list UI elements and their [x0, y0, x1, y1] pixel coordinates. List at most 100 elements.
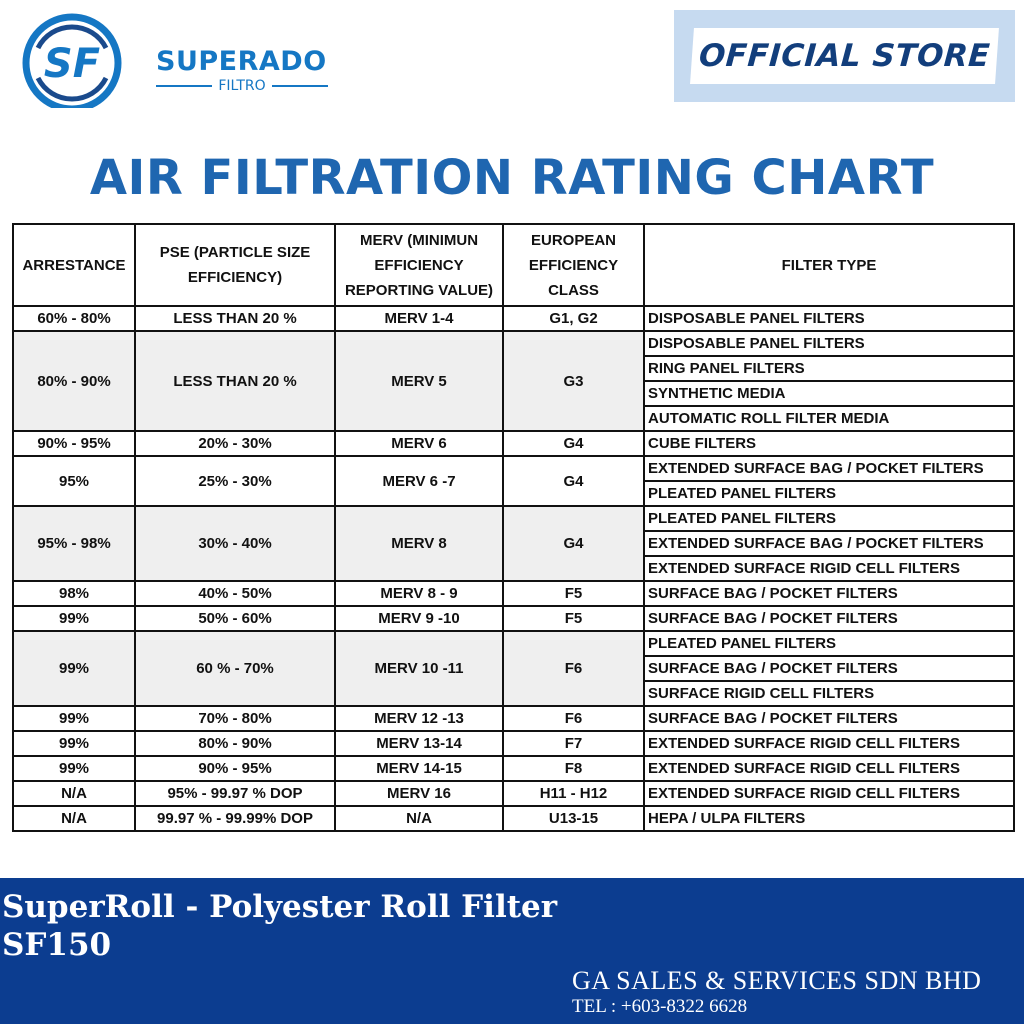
- product-name: SuperRoll - Polyester Roll Filter: [2, 889, 558, 925]
- header-merv: MERV (MINIMUN EFFICIENCY REPORTING VALUE…: [334, 223, 504, 307]
- page-title: AIR FILTRATION RATING CHART: [89, 150, 935, 206]
- european-class-cell: F6: [502, 630, 645, 707]
- european-class-cell: G3: [502, 330, 645, 432]
- table-row: 90% - 95% 20% - 30% MERV 6 G4 CUBE FILTERS: [12, 430, 1015, 457]
- table-row: SURFACE BAG / POCKET FILTERS: [13, 655, 1015, 682]
- european-class-cell: G4: [502, 430, 645, 457]
- filter-type-cell: RING PANEL FILTERS: [643, 355, 1015, 382]
- filter-type-cell: SURFACE RIGID CELL FILTERS: [643, 680, 1015, 707]
- filter-type-cell: DISPOSABLE PANEL FILTERS: [643, 330, 1015, 357]
- company-phone: TEL : +603-8322 6628: [572, 996, 748, 1017]
- merv-cell: MERV 1-4: [334, 305, 504, 332]
- table-row: EXTENDED SURFACE RIGID CELL FILTERS: [13, 555, 1015, 582]
- header-arrestance: ARRESTANCE: [12, 223, 136, 307]
- arrestance-cell: N/A: [12, 805, 136, 832]
- filter-type-cell: PLEATED PANEL FILTERS: [643, 480, 1015, 507]
- merv-cell: MERV 6 -7: [334, 455, 504, 507]
- pse-cell: 70% - 80%: [134, 705, 336, 732]
- brand-subtitle: FILTRO: [156, 78, 329, 94]
- table-row: PLEATED PANEL FILTERS: [13, 480, 1015, 507]
- table-row: SURFACE RIGID CELL FILTERS: [13, 680, 1015, 707]
- rating-table: ARRESTANCE PSE (PARTICLE SIZE EFFICIENCY…: [12, 223, 1015, 832]
- table-row: 99% 90% - 95% MERV 14-15 F8 EXTENDED SURFACE…: [12, 755, 1015, 782]
- pse-cell: LESS THAN 20 %: [134, 305, 336, 332]
- filter-type-cell: EXTENDED SURFACE BAG / POCKET FILTERS: [643, 455, 1015, 482]
- pse-cell: 40% - 50%: [134, 580, 336, 607]
- filter-type-cell: SURFACE BAG / POCKET FILTERS: [643, 655, 1015, 682]
- arrestance-cell: 99%: [12, 755, 136, 782]
- table-row: SYNTHETIC MEDIA: [13, 380, 1015, 407]
- pse-cell: 99.97 % - 99.99% DOP: [134, 805, 336, 832]
- arrestance-cell: 95%: [12, 455, 136, 507]
- filter-type-cell: EXTENDED SURFACE BAG / POCKET FILTERS: [643, 530, 1015, 557]
- european-class-cell: G4: [502, 505, 645, 582]
- table-row: 99% 60 % - 70% MERV 10 -11 F6 PLEATED PANEL …: [12, 630, 1015, 707]
- table-row: EXTENDED SURFACE BAG / POCKET FILTERS: [13, 530, 1015, 557]
- pse-cell: 25% - 30%: [134, 455, 336, 507]
- table-body: 60% - 80% LESS THAN 20 % MERV 1-4 G1, G2 DIS…: [12, 305, 1015, 832]
- official-store-badge: OFFICIAL STORE: [674, 10, 1015, 102]
- european-class-cell: G4: [502, 455, 645, 507]
- header-european-class: EUROPEAN EFFICIENCY CLASS: [502, 223, 645, 307]
- table-row: RING PANEL FILTERS: [13, 355, 1015, 382]
- pse-cell: 90% - 95%: [134, 755, 336, 782]
- superado-logo-icon: SF: [22, 13, 122, 108]
- arrestance-cell: 99%: [12, 705, 136, 732]
- filter-type-cell: SYNTHETIC MEDIA: [643, 380, 1015, 407]
- table-row: 99% 50% - 60% MERV 9 -10 F5 SURFACE BAG / PO…: [12, 605, 1015, 632]
- arrestance-cell: 90% - 95%: [12, 430, 136, 457]
- filter-type-cell: EXTENDED SURFACE RIGID CELL FILTERS: [643, 780, 1015, 807]
- brand-logo: SF SUPERADO FILTRO: [22, 8, 329, 118]
- european-class-cell: F6: [502, 705, 645, 732]
- brand-sub-text: FILTRO: [218, 78, 266, 94]
- table-row: 80% - 90% LESS THAN 20 % MERV 5 G3 DISPOSABL…: [12, 330, 1015, 432]
- merv-cell: N/A: [334, 805, 504, 832]
- table-row: N/A 99.97 % - 99.99% DOP N/A U13-15 HEPA / U…: [12, 805, 1015, 832]
- product-code: SF150: [2, 927, 112, 963]
- logo-monogram: SF: [44, 41, 100, 87]
- european-class-cell: F7: [502, 730, 645, 757]
- brand-name: SUPERADO: [156, 46, 327, 77]
- filter-type-cell: AUTOMATIC ROLL FILTER MEDIA: [643, 405, 1015, 432]
- header-pse: PSE (PARTICLE SIZE EFFICIENCY): [134, 223, 336, 307]
- table-row: 99% 80% - 90% MERV 13-14 F7 EXTENDED SURFACE…: [12, 730, 1015, 757]
- merv-cell: MERV 9 -10: [334, 605, 504, 632]
- table-row: N/A 95% - 99.97 % DOP MERV 16 H11 - H12 EXTE…: [12, 780, 1015, 807]
- pse-cell: 50% - 60%: [134, 605, 336, 632]
- arrestance-cell: 80% - 90%: [12, 330, 136, 432]
- table-row: 95% - 98% 30% - 40% MERV 8 G4 PLEATED PANEL …: [12, 505, 1015, 582]
- european-class-cell: F5: [502, 580, 645, 607]
- filter-type-cell: PLEATED PANEL FILTERS: [643, 630, 1015, 657]
- merv-cell: MERV 8 - 9: [334, 580, 504, 607]
- footer-banner: SuperRoll - Polyester Roll Filter SF150 …: [0, 878, 1024, 1024]
- merv-cell: MERV 8: [334, 505, 504, 582]
- filter-type-cell: HEPA / ULPA FILTERS: [643, 805, 1015, 832]
- product-title: SuperRoll - Polyester Roll Filter SF150: [2, 888, 557, 964]
- arrestance-cell: 99%: [12, 630, 136, 707]
- filter-type-cell: EXTENDED SURFACE RIGID CELL FILTERS: [643, 730, 1015, 757]
- filter-type-cell: PLEATED PANEL FILTERS: [643, 505, 1015, 532]
- merv-cell: MERV 5: [334, 330, 504, 432]
- filter-type-cell: CUBE FILTERS: [643, 430, 1015, 457]
- table-row: 98% 40% - 50% MERV 8 - 9 F5 SURFACE BAG / PO…: [12, 580, 1015, 607]
- pse-cell: 20% - 30%: [134, 430, 336, 457]
- merv-cell: MERV 14-15: [334, 755, 504, 782]
- arrestance-cell: 98%: [12, 580, 136, 607]
- official-store-label: OFFICIAL STORE: [690, 28, 999, 84]
- pse-cell: 60 % - 70%: [134, 630, 336, 707]
- arrestance-cell: N/A: [12, 780, 136, 807]
- european-class-cell: F8: [502, 755, 645, 782]
- pse-cell: 30% - 40%: [134, 505, 336, 582]
- arrestance-cell: 99%: [12, 605, 136, 632]
- table-row: 60% - 80% LESS THAN 20 % MERV 1-4 G1, G2 DIS…: [12, 305, 1015, 332]
- european-class-cell: H11 - H12: [502, 780, 645, 807]
- merv-cell: MERV 13-14: [334, 730, 504, 757]
- arrestance-cell: 99%: [12, 730, 136, 757]
- european-class-cell: F5: [502, 605, 645, 632]
- arrestance-cell: 60% - 80%: [12, 305, 136, 332]
- pse-cell: 95% - 99.97 % DOP: [134, 780, 336, 807]
- header-filter-type: FILTER TYPE: [643, 223, 1015, 307]
- filter-type-cell: EXTENDED SURFACE RIGID CELL FILTERS: [643, 755, 1015, 782]
- arrestance-cell: 95% - 98%: [12, 505, 136, 582]
- filter-type-cell: SURFACE BAG / POCKET FILTERS: [643, 580, 1015, 607]
